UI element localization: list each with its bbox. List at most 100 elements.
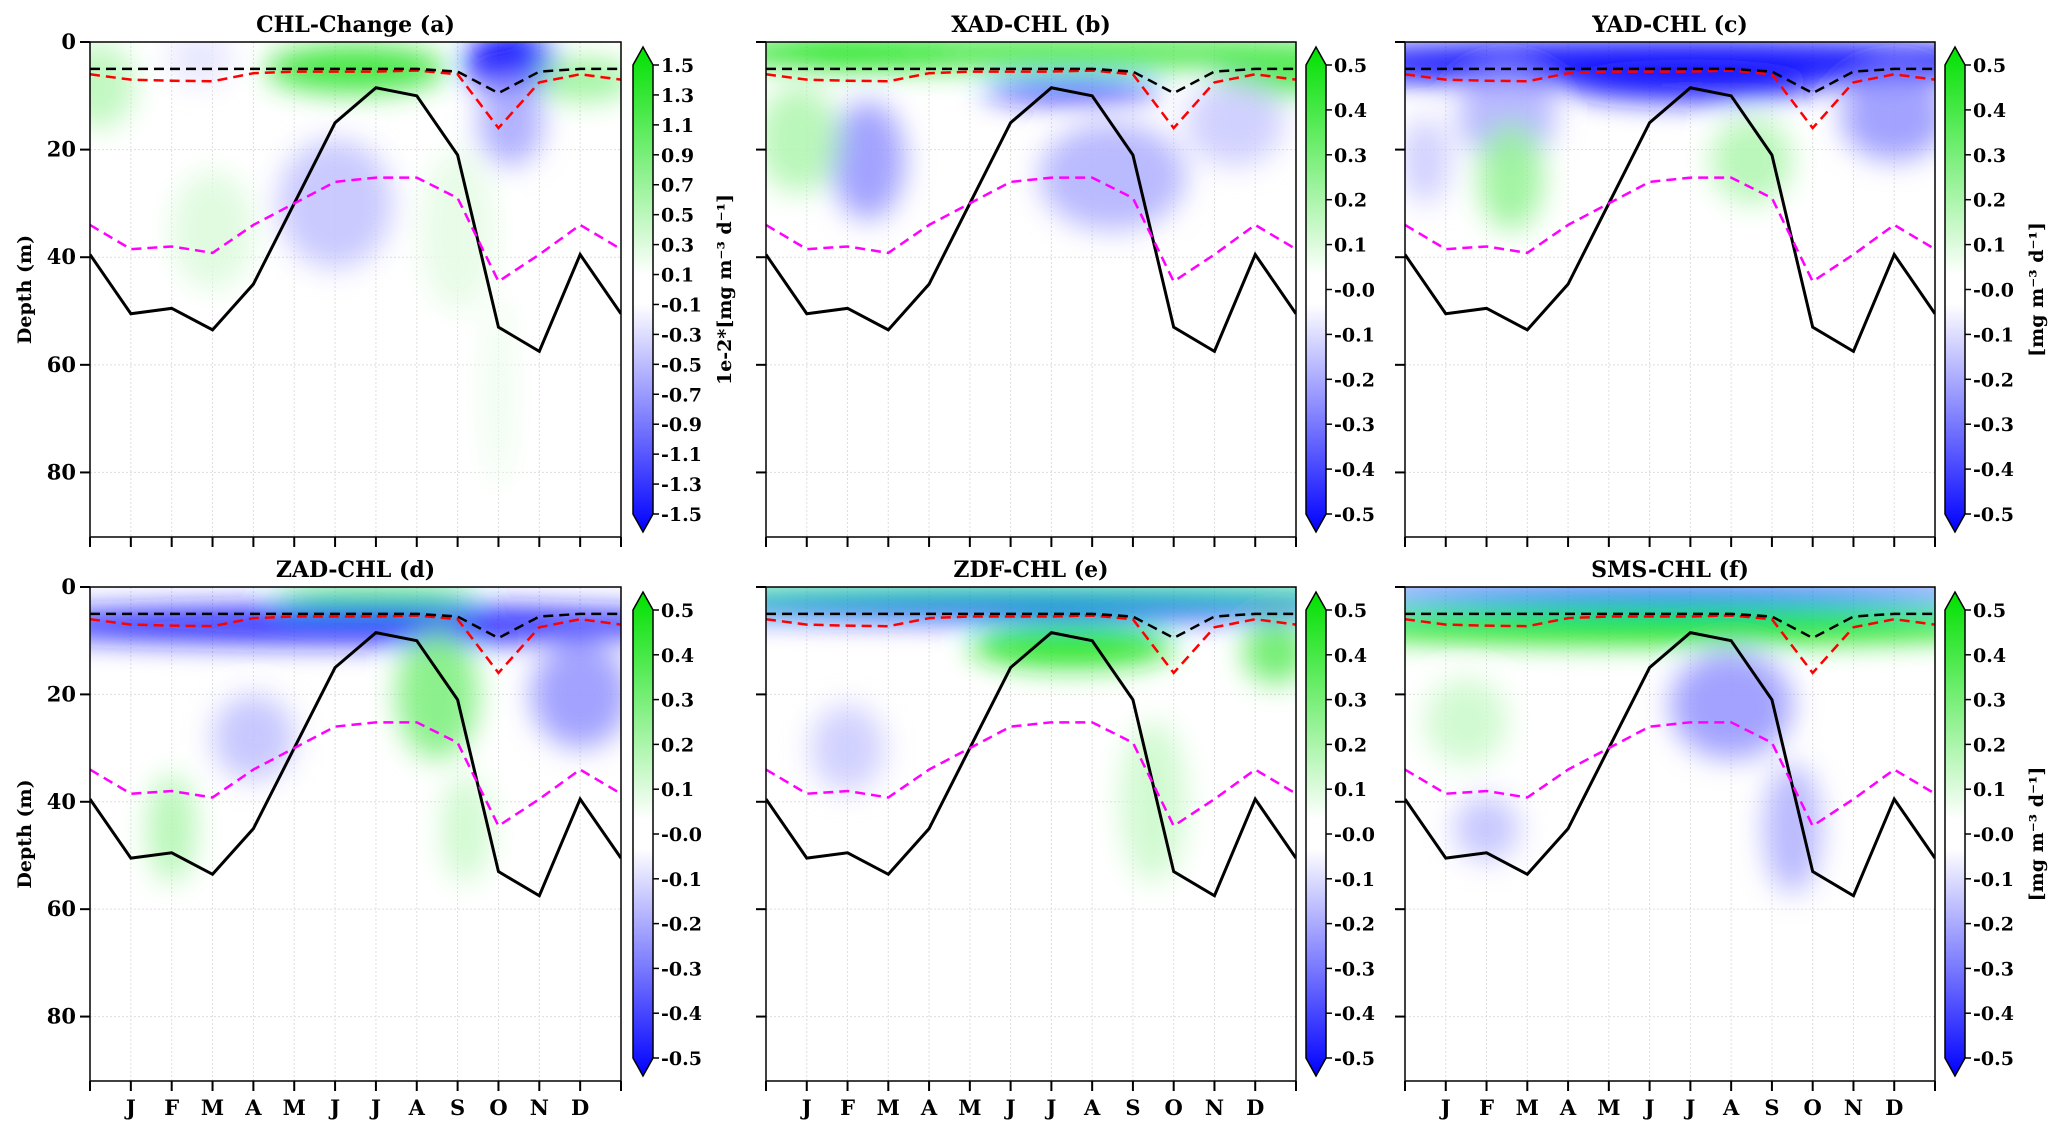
colorbar-label: [mg m⁻³ d⁻¹] (2026, 222, 2048, 357)
y-tick-label: 40 (47, 789, 76, 814)
contour-field (90, 587, 621, 898)
colorbar-tick-label: 1.3 (661, 85, 694, 107)
contour-blob (1405, 605, 1935, 644)
axes-frame (89, 586, 622, 1082)
x-tick-label: A (920, 1095, 938, 1120)
colorbar-tick-label: -1.5 (661, 504, 702, 526)
contour-blob (1425, 678, 1507, 765)
colorbar-tick-label: 0.4 (661, 645, 694, 667)
x-tick-label: S (450, 1095, 465, 1120)
colorbar-tick-label: -0.2 (661, 914, 702, 936)
contour-blob (273, 587, 479, 609)
colorbar-tick-label: -0.1 (1973, 324, 2014, 346)
panel-title: ZAD-CHL (d) (276, 557, 435, 583)
colorbar-tick-label: -0.1 (1334, 324, 1375, 346)
x-tick-label: S (1764, 1095, 1779, 1120)
y-tick-label: 0 (61, 574, 76, 599)
colorbar-tick-label: 0.3 (1973, 145, 2006, 167)
contour-blobs (90, 587, 621, 883)
x-tick-label: M (877, 1095, 900, 1120)
x-tick-label: F (1479, 1095, 1494, 1120)
colorbar-tick-label: 0.1 (1973, 779, 2006, 801)
axes-frame (765, 586, 1297, 1082)
colorbar-tick-label: 0.3 (661, 235, 694, 257)
colorbar-tick-label: -0.4 (1973, 459, 2014, 481)
y-tick-label: 80 (47, 459, 76, 484)
colorbar-tick-label: 0.4 (1973, 645, 2006, 667)
contour-blob (810, 705, 885, 792)
colorbar: 0.5 0.4 0.3 0.2 0.1 -0.0 -0.1 -0.2 -0.3 -0.4 -0.5 (1305, 45, 1375, 534)
colorbar: 0.5 0.4 0.3 0.2 0.1 -0.0 -0.1 -0.2 -0.3 -0.4 -0.5 [… (1944, 590, 2048, 1078)
contour-blob (420, 149, 495, 312)
contour-blob (969, 624, 1174, 668)
colorbar-tick-label: -0.2 (1973, 369, 2014, 391)
x-tick-label: S (1125, 1095, 1140, 1120)
x-tick-label: D (571, 1095, 589, 1120)
colorbar-body (1944, 45, 1966, 534)
colorbar-tick-label: -0.1 (1973, 869, 2014, 891)
y-tick-label: 0 (61, 29, 76, 54)
magenta-dashed-line (90, 721, 621, 828)
contour-blob (1243, 619, 1296, 684)
colorbar-tick-label: 0.5 (1973, 600, 2006, 622)
contour-blob (1568, 68, 1813, 102)
contour-field (766, 42, 1296, 354)
contour-blob (1453, 796, 1520, 861)
contour-field (766, 587, 1296, 898)
panel-b: XAD-CHL (b) 0.5 0.4 0.3 0.2 0.1 -0.0 -0.1 -0.2 -0… (756, 12, 1375, 547)
x-tick-label: O (489, 1095, 507, 1120)
x-tick-label: N (530, 1095, 549, 1120)
black-dashed-line (1405, 67, 1935, 95)
contour-blob (1763, 764, 1821, 894)
contour-blob (478, 79, 544, 166)
y-axis-label: Depth (m) (14, 235, 36, 344)
contour-blobs (766, 42, 1296, 231)
colorbar-tick-label: -0.5 (661, 354, 702, 376)
y-axis-label: Depth (m) (14, 779, 36, 888)
colorbar-tick-label: -1.3 (661, 474, 702, 496)
contour-blob (1478, 122, 1544, 231)
y-tick-label: 80 (47, 1004, 76, 1029)
black-dashed-line (90, 612, 621, 640)
x-tick-label: D (1246, 1095, 1264, 1120)
colorbar-tick-label: 0.2 (1334, 190, 1367, 212)
x-tick-label: J (124, 1095, 136, 1120)
colorbar-tick-label: 0.1 (661, 265, 694, 287)
contour-blob (531, 640, 621, 749)
mld-line (766, 86, 1296, 354)
panel-title: YAD-CHL (c) (1591, 12, 1748, 38)
panel-title: ZDF-CHL (e) (953, 557, 1108, 583)
colorbar-body (632, 590, 654, 1078)
red-dashed-line (1405, 614, 1935, 675)
colorbar-tick-label: -0.5 (661, 1048, 702, 1070)
colorbar-tick-label: -0.3 (661, 958, 702, 980)
black-dashed-line (1405, 612, 1935, 640)
colorbar-tick-label: -0.5 (1334, 1048, 1375, 1070)
colorbar-tick-label: -0.2 (1334, 914, 1375, 936)
mld-line (90, 631, 621, 898)
contour-blob (1670, 651, 1793, 759)
x-tick-label: J (1683, 1095, 1695, 1120)
contour-blob (766, 597, 1296, 620)
x-tick-label: J (1439, 1095, 1451, 1120)
colorbar-tick-label: -0.5 (1334, 504, 1375, 526)
colorbar-tick-label: -0.1 (661, 869, 702, 891)
contour-blob (90, 605, 621, 644)
colorbar: 1.5 1.3 1.1 0.9 0.7 0.5 0.3 0.1 -0.1 -0.3 -0.5 -0.7… (632, 45, 736, 534)
colorbar-tick-label: -0.9 (661, 414, 702, 436)
colorbar-body (1944, 590, 1966, 1078)
contour-blob (1185, 79, 1284, 166)
colorbar-tick-label: 0.5 (1334, 600, 1367, 622)
contour-blob (482, 294, 515, 489)
colorbar-tick-label: 0.3 (1334, 145, 1367, 167)
colorbar-tick-label: 0.4 (1334, 645, 1367, 667)
red-dashed-line (766, 614, 1296, 675)
mld-line (1405, 86, 1935, 354)
colorbar-body (632, 45, 654, 534)
colorbar-tick-label: -0.0 (1973, 824, 2014, 846)
colorbar-tick-label: -0.0 (1973, 280, 2014, 302)
